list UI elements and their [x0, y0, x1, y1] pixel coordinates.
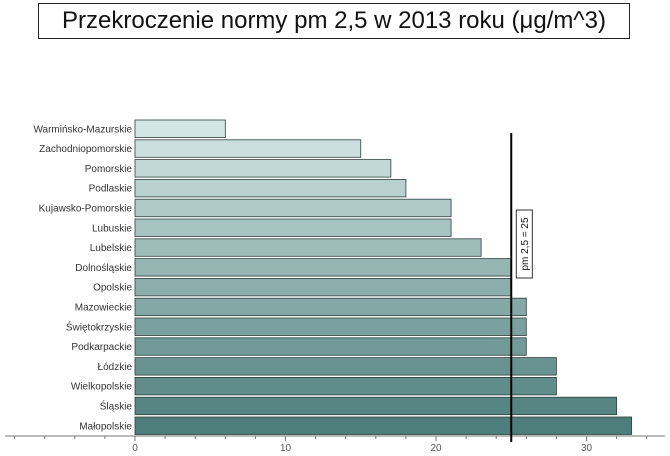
x-tick-label: 20: [430, 443, 442, 454]
category-label: Lubelskie: [90, 243, 133, 254]
category-label: Kujawsko-Pomorskie: [39, 203, 133, 214]
category-label: Warmińsko-Mazurskie: [33, 124, 132, 135]
bar-1: [134, 119, 226, 138]
x-tick-label: 10: [280, 443, 292, 454]
category-label: Podlaskie: [89, 184, 133, 195]
category-label: Śląskie: [100, 399, 133, 412]
category-label: Podkarpackie: [71, 342, 132, 353]
category-label: Zachodniopomorskie: [39, 144, 132, 155]
bar-7: [134, 238, 482, 257]
category-label: Opolskie: [93, 283, 132, 294]
category-label: Małopolskie: [79, 421, 132, 432]
bars-group: [134, 119, 633, 435]
x-tick-label: 30: [581, 443, 593, 454]
category-label: Lubuskie: [92, 223, 132, 234]
bar-2: [134, 139, 362, 158]
x-tick-label: 0: [132, 443, 138, 454]
category-label: Pomorskie: [85, 164, 133, 175]
bar-5: [134, 198, 452, 218]
category-label: Łódzkie: [98, 362, 133, 373]
bar-8: [134, 258, 512, 277]
bar-3: [134, 159, 392, 178]
bar-13: [134, 357, 557, 376]
bar-9: [134, 277, 512, 297]
x-axis: 0 10 20 30: [5, 435, 665, 454]
bar-15: [134, 396, 618, 416]
reference-label: pm 2,5 = 25: [520, 217, 531, 271]
bar-4: [134, 178, 407, 198]
chart-title: Przekroczenie normy pm 2,5 w 2013 roku (…: [38, 3, 630, 39]
bar-14: [134, 376, 557, 396]
category-label: Świętokrzyskie: [66, 320, 133, 333]
bar-10: [134, 297, 527, 317]
bar-12: [134, 337, 527, 356]
bar-11: [134, 317, 527, 336]
category-label: Wielkopolskie: [71, 382, 133, 393]
category-label: Mazowieckie: [75, 302, 133, 313]
bar-16: [134, 416, 633, 435]
reference-label-box: [515, 209, 533, 279]
category-label: Dolnośląskie: [75, 263, 132, 274]
reference-line-group: pm 2,5 = 25: [510, 133, 533, 442]
category-labels: Warmińsko-Mazurskie Zachodniopomorskie Pom…: [33, 124, 132, 432]
bar-6: [134, 218, 452, 237]
